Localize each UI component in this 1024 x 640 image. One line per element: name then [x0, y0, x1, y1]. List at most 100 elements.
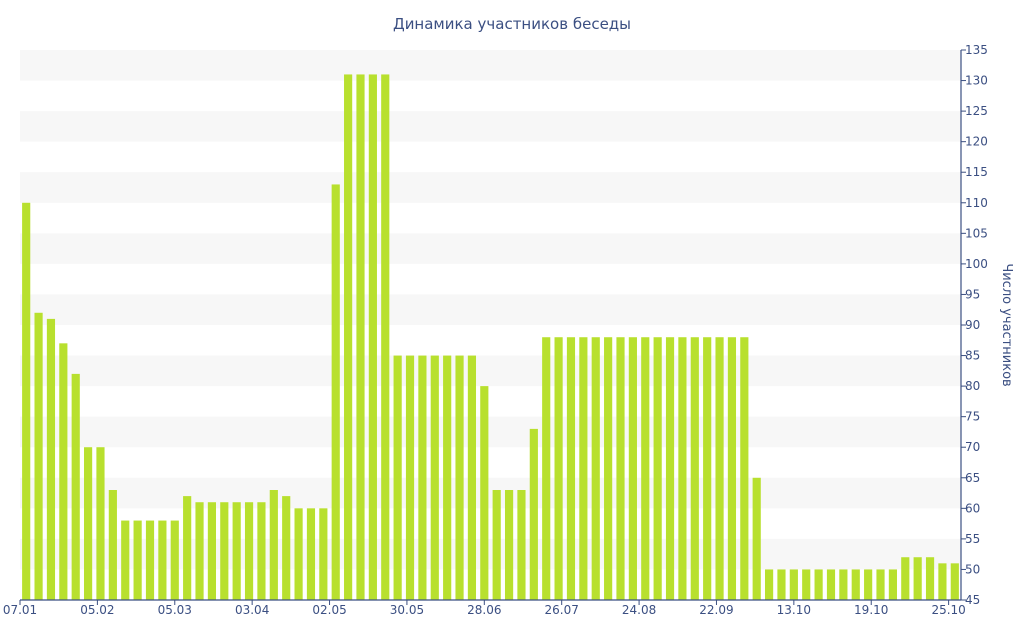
y-tick-label: 120	[965, 135, 988, 149]
grid-band	[20, 294, 961, 325]
bar	[554, 337, 563, 600]
bar	[108, 490, 117, 600]
x-tick-label: 28.06	[467, 603, 501, 617]
bar	[765, 569, 774, 600]
bar	[467, 355, 477, 600]
x-tick-label: 13.10	[777, 603, 811, 617]
bar	[727, 337, 737, 600]
grid-band	[20, 233, 961, 264]
bar	[59, 343, 68, 600]
bar	[356, 74, 365, 600]
bar	[876, 569, 885, 600]
bar	[170, 520, 179, 600]
bar	[517, 490, 526, 600]
y-axis-label: Число участников	[999, 263, 1014, 386]
x-tick-label: 26.07	[545, 603, 579, 617]
y-tick-label: 45	[965, 593, 980, 607]
y-tick-label: 135	[965, 43, 988, 57]
bar	[653, 337, 662, 600]
bar	[393, 355, 402, 600]
bar	[405, 355, 415, 600]
y-tick-label: 60	[965, 501, 980, 515]
bar	[690, 337, 699, 600]
x-ticks-group: 07.01 05.02 05.03 03.04 02.05 30.05 28.06 26.07…	[3, 600, 966, 617]
bar	[269, 490, 278, 600]
bar	[158, 520, 167, 600]
x-tick-label: 19.10	[854, 603, 888, 617]
bar	[244, 502, 254, 600]
bar	[579, 337, 588, 600]
y-ticks-group: 45 50 55 60 65 70 75 80 85 90 95 100 105 110 115 120 125…	[961, 43, 988, 607]
y-tick-label: 50	[965, 562, 980, 576]
bar	[257, 502, 266, 600]
bar	[381, 74, 390, 600]
bar	[183, 496, 192, 600]
bar	[752, 477, 761, 600]
bar	[195, 502, 204, 600]
bar	[665, 337, 675, 600]
bar	[641, 337, 650, 600]
y-tick-label: 130	[965, 74, 988, 88]
x-tick-label: 02.05	[312, 603, 346, 617]
y-tick-label: 90	[965, 318, 980, 332]
y-tick-label: 100	[965, 257, 988, 271]
bar	[529, 428, 538, 600]
bar	[282, 496, 291, 600]
y-tick-label: 70	[965, 440, 980, 454]
bar	[604, 337, 613, 600]
bar	[777, 569, 786, 600]
bar	[96, 447, 105, 600]
bar	[430, 355, 439, 600]
bar	[504, 490, 514, 600]
bar	[839, 569, 848, 600]
grid-band	[20, 111, 961, 142]
bar	[368, 74, 377, 600]
x-tick-label: 05.03	[158, 603, 192, 617]
bar	[542, 337, 551, 600]
bar	[46, 318, 56, 600]
y-tick-label: 110	[965, 196, 988, 210]
bar	[418, 355, 427, 600]
y-tick-label: 125	[965, 104, 988, 118]
x-tick-label: 03.04	[235, 603, 269, 617]
y-tick-label: 115	[965, 165, 988, 179]
bar	[480, 386, 489, 600]
bar	[492, 490, 501, 600]
bar	[628, 337, 637, 600]
bar	[145, 520, 155, 600]
bar	[121, 520, 130, 600]
bar	[207, 502, 216, 600]
bar	[950, 563, 959, 600]
bar	[331, 184, 340, 600]
x-tick-label: 25.10	[931, 603, 965, 617]
bar	[925, 557, 935, 600]
grid-bands	[20, 50, 961, 570]
bar	[802, 569, 811, 600]
grid-band	[20, 477, 961, 509]
y-tick-label: 95	[965, 287, 980, 301]
grid-band	[20, 416, 961, 448]
bars-group	[22, 74, 959, 600]
grid-band	[20, 172, 961, 203]
bar	[591, 337, 600, 600]
bar	[616, 337, 625, 600]
bar	[294, 508, 303, 600]
bar	[34, 312, 43, 600]
x-tick-label: 07.01	[3, 603, 37, 617]
bar	[888, 569, 897, 600]
y-tick-label: 75	[965, 410, 980, 424]
bar	[864, 569, 873, 600]
bar	[814, 569, 823, 600]
bar	[22, 202, 31, 600]
x-tick-label: 05.02	[80, 603, 114, 617]
bar	[740, 337, 749, 600]
y-tick-label: 55	[965, 532, 980, 546]
bar	[71, 373, 80, 600]
grid-band	[20, 355, 961, 387]
y-tick-label: 65	[965, 471, 980, 485]
x-tick-label: 24.08	[622, 603, 656, 617]
bar	[703, 337, 712, 600]
bar	[566, 337, 576, 600]
